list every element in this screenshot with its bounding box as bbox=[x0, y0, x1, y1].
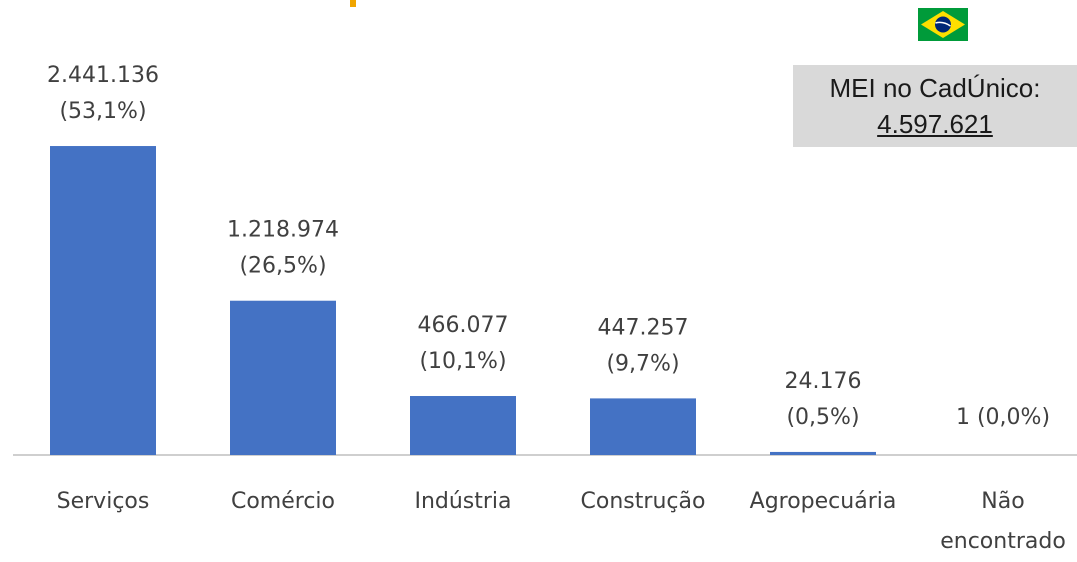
value-label-share: (26,5%) bbox=[239, 254, 326, 279]
value-label: 1 (0,0%) bbox=[956, 405, 1050, 430]
title-accent bbox=[350, 0, 356, 7]
bar bbox=[410, 396, 516, 455]
value-label-number: 1 bbox=[956, 405, 970, 430]
chart: 2.441.136 (53,1%) 1.218.974 (26,5%) 466.077 (… bbox=[0, 0, 1077, 547]
value-label-number: 447.257 bbox=[598, 315, 689, 340]
value-label-share: (0,5%) bbox=[786, 405, 859, 430]
annotation-box: MEI no CadÚnico: 4.597.621 bbox=[793, 65, 1077, 147]
bar bbox=[590, 398, 696, 455]
annotation-total: 4.597.621 bbox=[793, 106, 1077, 142]
bar bbox=[230, 301, 336, 455]
value-label-number: 2.441.136 bbox=[47, 63, 159, 88]
x-tick-label: Serviços bbox=[28, 482, 178, 522]
x-tick-label: Construção bbox=[568, 482, 718, 522]
bar bbox=[50, 146, 156, 455]
value-label-share: (10,1%) bbox=[419, 349, 506, 374]
value-label-number: 1.218.974 bbox=[227, 218, 339, 243]
value-label-number: 24.176 bbox=[785, 369, 862, 394]
x-tick-label: Indústria bbox=[388, 482, 538, 522]
annotation-label: MEI no CadÚnico: bbox=[793, 70, 1077, 106]
x-tick-label: Agropecuária bbox=[748, 482, 898, 522]
flag bbox=[918, 8, 968, 41]
value-label-share: (0,0%) bbox=[977, 405, 1050, 430]
bar bbox=[770, 452, 876, 455]
value-label-number: 466.077 bbox=[418, 313, 509, 338]
x-tick-label: Comércio bbox=[208, 482, 358, 522]
value-label-share: (9,7%) bbox=[606, 351, 679, 376]
x-tick-label: Não encontrado bbox=[928, 482, 1077, 562]
value-label-share: (53,1%) bbox=[59, 99, 146, 124]
